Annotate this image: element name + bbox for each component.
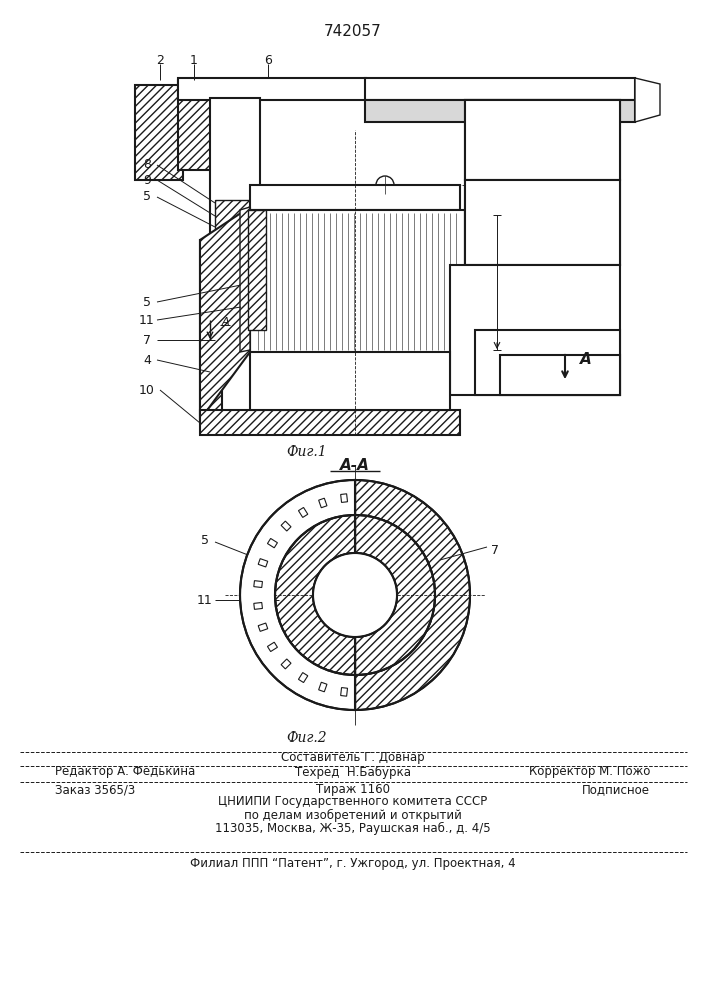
Text: 113035, Москва, Ж-35, Раушская наб., д. 4/5: 113035, Москва, Ж-35, Раушская наб., д. … xyxy=(215,821,491,835)
Text: 5: 5 xyxy=(143,296,151,308)
Bar xyxy=(200,240,222,420)
Circle shape xyxy=(313,553,397,637)
Bar xyxy=(254,581,262,588)
Wedge shape xyxy=(355,480,470,710)
Text: Составитель Г. Довнар: Составитель Г. Довнар xyxy=(281,750,425,764)
Text: А: А xyxy=(580,353,592,367)
Text: 7: 7 xyxy=(143,334,151,347)
Text: 4: 4 xyxy=(143,354,151,366)
Text: 10: 10 xyxy=(139,383,155,396)
Text: Корректор М. Пожо: Корректор М. Пожо xyxy=(529,766,650,778)
Bar xyxy=(475,330,620,395)
Text: ЦНИИПИ Государственного комитета СССР: ЦНИИПИ Государственного комитета СССР xyxy=(218,796,488,808)
Bar xyxy=(281,521,291,531)
Bar xyxy=(465,100,620,180)
Polygon shape xyxy=(450,265,620,395)
Bar xyxy=(248,210,266,330)
Bar xyxy=(281,659,291,669)
Text: 2: 2 xyxy=(156,53,164,66)
Text: 5: 5 xyxy=(201,534,209,546)
Bar xyxy=(341,688,348,696)
Bar xyxy=(465,180,620,265)
Text: А: А xyxy=(222,317,230,327)
Text: 5: 5 xyxy=(143,190,151,204)
Polygon shape xyxy=(635,78,660,122)
Text: 7: 7 xyxy=(491,544,499,556)
Bar xyxy=(135,85,183,180)
Bar xyxy=(254,602,262,609)
Bar xyxy=(319,498,327,508)
Bar xyxy=(215,200,250,240)
Bar xyxy=(200,410,460,435)
Text: Тираж 1160: Тираж 1160 xyxy=(316,784,390,796)
Text: 742057: 742057 xyxy=(324,24,382,39)
Bar xyxy=(258,623,268,631)
Bar xyxy=(365,100,635,122)
Bar xyxy=(258,559,268,567)
Text: по делам изобретений и открытий: по делам изобретений и открытий xyxy=(244,808,462,822)
Text: Фиг.1: Фиг.1 xyxy=(286,445,327,459)
Text: 9: 9 xyxy=(143,174,151,186)
Text: Редактор А. Федькина: Редактор А. Федькина xyxy=(55,766,195,778)
Text: 8: 8 xyxy=(143,158,151,172)
Wedge shape xyxy=(240,480,355,710)
Wedge shape xyxy=(275,515,355,675)
Text: 11: 11 xyxy=(139,314,155,326)
Text: 11: 11 xyxy=(197,593,213,606)
Bar xyxy=(250,185,460,210)
Polygon shape xyxy=(200,207,250,420)
Bar xyxy=(250,352,450,410)
Bar xyxy=(178,80,220,170)
Text: Подписное: Подписное xyxy=(582,784,650,796)
Bar xyxy=(250,210,465,355)
Bar xyxy=(267,538,277,548)
Bar xyxy=(298,507,308,517)
Wedge shape xyxy=(355,515,435,675)
Text: Фиг.2: Фиг.2 xyxy=(286,731,327,745)
Text: 1: 1 xyxy=(190,53,198,66)
Bar xyxy=(178,78,366,100)
Polygon shape xyxy=(240,207,250,352)
Text: Техред  Н.Бабурка: Техред Н.Бабурка xyxy=(295,765,411,779)
Text: 6: 6 xyxy=(264,53,272,66)
Bar xyxy=(365,78,635,100)
Bar xyxy=(319,682,327,692)
Bar xyxy=(267,642,277,652)
Bar xyxy=(500,355,620,395)
Bar xyxy=(465,100,620,265)
Bar xyxy=(210,98,260,235)
Bar xyxy=(341,494,348,502)
Text: Филиал ППП “Патент”, г. Ужгород, ул. Проектная, 4: Филиал ППП “Патент”, г. Ужгород, ул. Про… xyxy=(190,856,516,869)
Text: Заказ 3565/3: Заказ 3565/3 xyxy=(55,784,135,796)
Circle shape xyxy=(238,478,472,712)
Text: А-А: А-А xyxy=(340,458,370,473)
Bar xyxy=(298,673,308,683)
